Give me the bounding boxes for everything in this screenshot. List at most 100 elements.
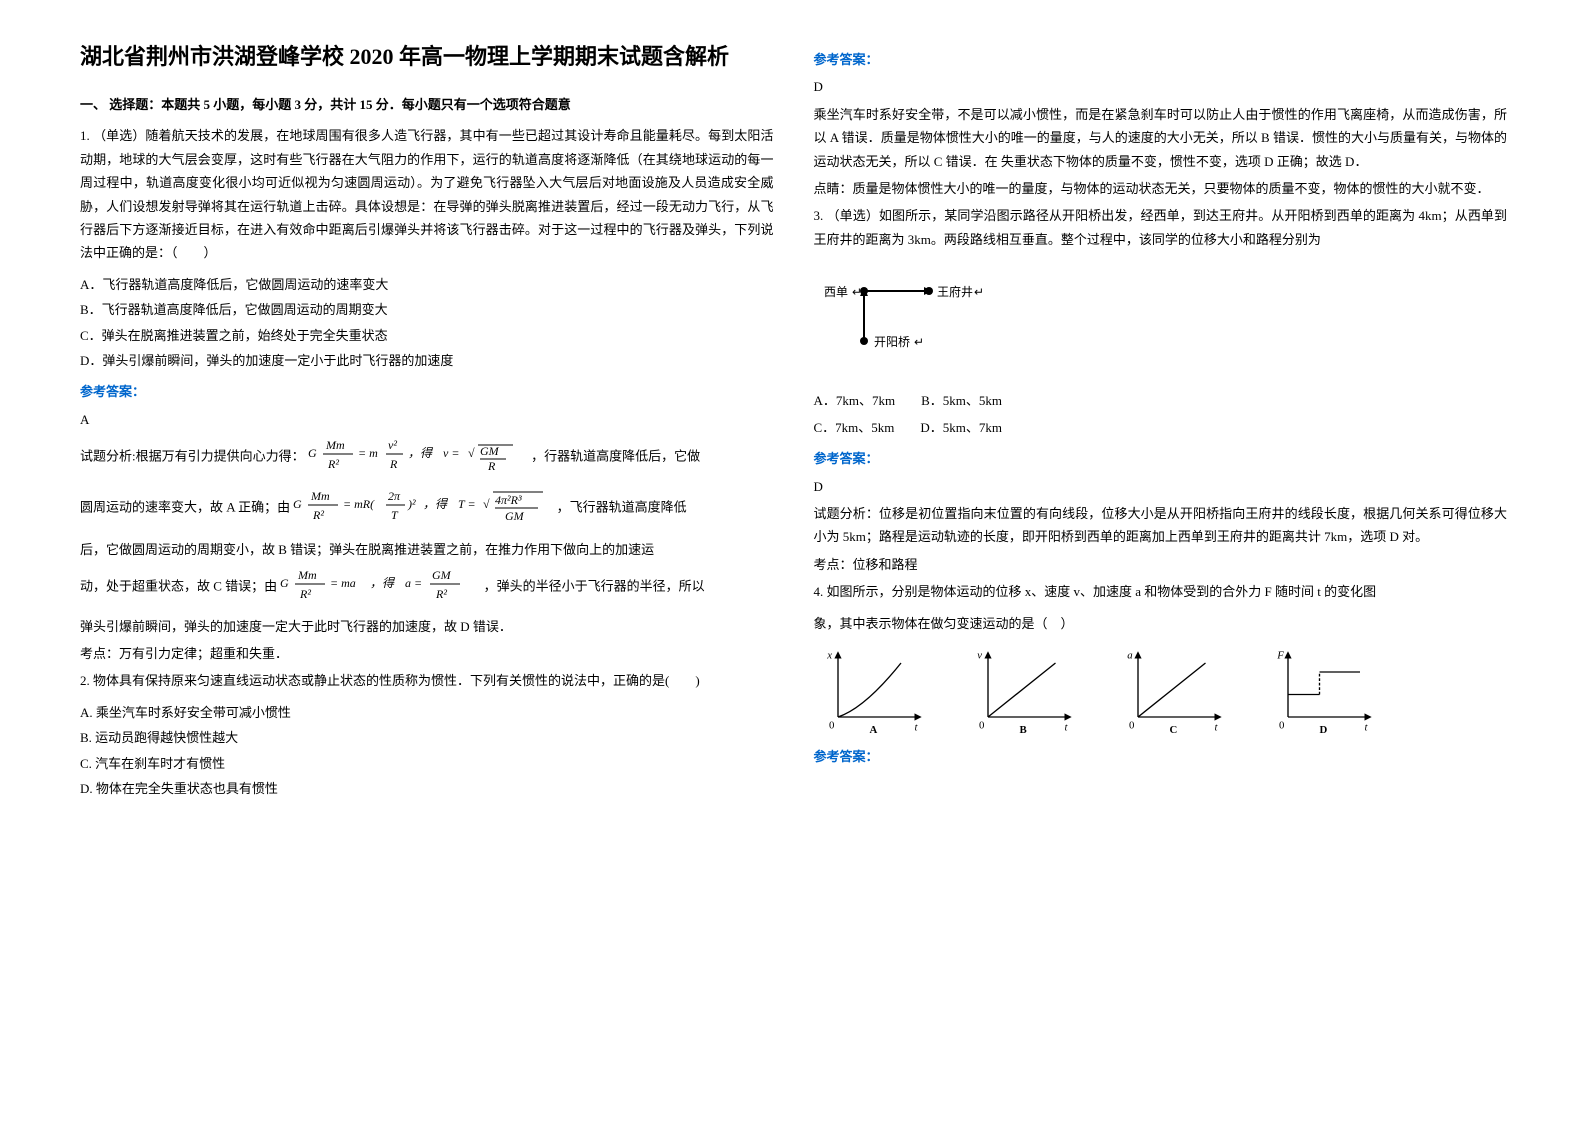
q1-optA: A．飞行器轨道高度降低后，它做圆周运动的速率变大	[80, 273, 774, 296]
svg-text:0: 0	[1129, 720, 1134, 732]
svg-text:a =: a =	[405, 576, 422, 590]
q3-keypoint: 考点：位移和路程	[814, 553, 1508, 576]
svg-text:a: a	[1127, 650, 1132, 662]
svg-text:0: 0	[979, 720, 984, 732]
q3-answer: D	[814, 475, 1508, 498]
svg-text:A: A	[869, 724, 877, 735]
svg-text:t: t	[1214, 722, 1218, 734]
svg-text:Mm: Mm	[297, 568, 317, 582]
q1-analysis4: 动，处于超重状态，故 C 错误；由	[80, 579, 277, 594]
q2-analysis1: 乘坐汽车时系好安全带，不是可以减小惯性，而是在紧急刹车时可以防止人由于惯性的作用…	[814, 103, 1508, 173]
svg-text:C: C	[1169, 724, 1177, 735]
q1-optC: C．弹头在脱离推进装置之前，始终处于完全失重状态	[80, 324, 774, 347]
q2-optD: D. 物体在完全失重状态也具有惯性	[80, 777, 774, 800]
svg-text:4π²R³: 4π²R³	[495, 493, 522, 507]
svg-text:T: T	[391, 508, 399, 522]
q3-stem: 3. （单选）如图所示，某同学沿图示路径从开阳桥出发，经西单，到达王府井。从开阳…	[814, 204, 1508, 251]
q3-node1: 西单	[824, 285, 848, 299]
svg-text:2π: 2π	[388, 489, 401, 503]
svg-text:R: R	[389, 457, 398, 471]
q1-analysis-line1: 试题分析:根据万有引力提供向心力得： G Mm R² = m v² R ，得 v…	[80, 435, 774, 480]
q4-charts: x t 0 A v t 0 B a t 0 C	[814, 645, 1508, 735]
q1-optB: B．飞行器轨道高度降低后，它做圆周运动的周期变大	[80, 298, 774, 321]
q1-keypoint: 考点：万有引力定律；超重和失重．	[80, 642, 774, 665]
svg-text:GM: GM	[480, 444, 500, 458]
q2-answer-label: 参考答案：	[814, 48, 1508, 71]
svg-text:0: 0	[829, 720, 834, 732]
q2-dianping: 点睛：质量是物体惯性大小的唯一的量度，与物体的运动状态无关，只要物体的质量不变，…	[814, 177, 1508, 200]
svg-text:F: F	[1276, 650, 1284, 662]
q1-analysis2b: ，飞行器轨道高度降低	[557, 500, 687, 515]
svg-text:B: B	[1019, 724, 1026, 735]
svg-text:G: G	[308, 446, 317, 460]
q3-node3: 开阳桥	[874, 335, 910, 349]
q1-answer-label: 参考答案：	[80, 380, 774, 403]
svg-text:= mR(: = mR(	[343, 497, 375, 511]
q3-answer-label: 参考答案：	[814, 447, 1508, 470]
chart-B: v t 0 B	[964, 645, 1084, 735]
q2-answer: D	[814, 75, 1508, 98]
q4-stem2: 象，其中表示物体在做匀变速运动的是（ ）	[814, 612, 1508, 635]
q2-optC: C. 汽车在刹车时才有惯性	[80, 752, 774, 775]
q4-answer-label: 参考答案：	[814, 745, 1508, 768]
svg-text:GM: GM	[432, 568, 452, 582]
chart-C: a t 0 C	[1114, 645, 1234, 735]
svg-text:R: R	[487, 459, 496, 473]
q1-analysis5: 弹头引爆前瞬间，弹头的加速度一定大于此时飞行器的加速度，故 D 错误．	[80, 615, 774, 638]
q1-analysis-line4: 动，处于超重状态，故 C 错误；由 G Mm R² = ma ，得 a = GM…	[80, 565, 774, 610]
svg-text:R²: R²	[299, 587, 311, 601]
svg-text:t: t	[914, 722, 918, 734]
svg-text:v =: v =	[443, 446, 459, 460]
svg-text:)²: )²	[407, 497, 416, 511]
q3-node2: 王府井	[937, 284, 973, 299]
q4-stem: 4. 如图所示，分别是物体运动的位移 x、速度 v、加速度 a 和物体受到的合外…	[814, 580, 1508, 603]
svg-text:√: √	[468, 446, 475, 460]
q1-analysis-line2: 圆周运动的速率变大，故 A 正确；由 G Mm R² = mR( 2π T )²…	[80, 484, 774, 533]
svg-text:R²: R²	[327, 457, 339, 471]
svg-text:Mm: Mm	[310, 489, 330, 503]
q1-analysis3: 后，它做圆周运动的周期变小，故 B 错误；弹头在脱离推进装置之前，在推力作用下做…	[80, 538, 774, 561]
svg-text:v²: v²	[388, 438, 397, 452]
svg-text:，得: ，得	[370, 576, 396, 590]
q2-stem: 2. 物体具有保持原来匀速直线运动状态或静止状态的性质称为惯性．下列有关惯性的说…	[80, 669, 774, 692]
svg-text:0: 0	[1279, 720, 1284, 732]
svg-text:，得: ，得	[423, 497, 449, 511]
q1-analysis2: 圆周运动的速率变大，故 A 正确；由	[80, 500, 290, 515]
svg-text:T =: T =	[458, 497, 476, 511]
svg-text:G: G	[280, 576, 289, 590]
q1-optD: D．弹头引爆前瞬间，弹头的加速度一定小于此时飞行器的加速度	[80, 349, 774, 372]
q1-formula3: G Mm R² = ma ，得 a = GM R²	[280, 565, 480, 610]
svg-text:= ma: = ma	[330, 576, 356, 590]
svg-text:G: G	[293, 497, 302, 511]
q2-optA: A. 乘坐汽车时系好安全带可减小惯性	[80, 701, 774, 724]
left-column: 湖北省荆州市洪湖登峰学校 2020 年高一物理上学期期末试题含解析 一、 选择题…	[60, 40, 794, 1082]
svg-text:= m: = m	[358, 446, 378, 460]
svg-text:t: t	[1364, 722, 1368, 734]
svg-text:↵: ↵	[974, 285, 984, 299]
q3-optAB: A．7km、7km B．5km、5km	[814, 389, 1508, 412]
q1-analysis1b: ，行器轨道高度降低后，它做	[531, 449, 700, 464]
svg-text:↵: ↵	[914, 335, 924, 349]
q1-stem: 1. （单选）随着航天技术的发展，在地球周围有很多人造飞行器，其中有一些已超过其…	[80, 124, 774, 264]
svg-text:R²: R²	[435, 587, 447, 601]
svg-text:t: t	[1064, 722, 1068, 734]
q1-formula2: G Mm R² = mR( 2π T )² ，得 T = √ 4π²R³ GM	[293, 484, 553, 533]
svg-text:GM: GM	[505, 509, 525, 523]
chart-A: x t 0 A	[814, 645, 934, 735]
svg-text:R²: R²	[312, 508, 324, 522]
chart-D: F t 0 D	[1264, 645, 1384, 735]
q1-answer: A	[80, 408, 774, 431]
q1-formula1: G Mm R² = m v² R ，得 v = √ GM R	[308, 435, 528, 480]
svg-text:√: √	[483, 497, 490, 511]
q1-analysis4b: ，弹头的半径小于飞行器的半径，所以	[484, 579, 705, 594]
svg-text:v: v	[977, 650, 982, 662]
section-header: 一、 选择题：本题共 5 小题，每小题 3 分，共计 15 分．每小题只有一个选…	[80, 93, 774, 116]
svg-text:D: D	[1319, 724, 1327, 735]
q3-analysis1: 试题分析：位移是初位置指向末位置的有向线段，位移大小是从开阳桥指向王府井的线段长…	[814, 502, 1508, 549]
q2-optB: B. 运动员跑得越快惯性越大	[80, 726, 774, 749]
right-column: 参考答案： D 乘坐汽车时系好安全带，不是可以减小惯性，而是在紧急刹车时可以防止…	[794, 40, 1528, 1082]
svg-text:，得: ，得	[408, 446, 434, 460]
svg-text:Mm: Mm	[325, 438, 345, 452]
svg-text:x: x	[826, 650, 832, 662]
q3-diagram: 西单 ↵ 王府井 ↵ 开阳桥 ↵	[814, 261, 1508, 378]
